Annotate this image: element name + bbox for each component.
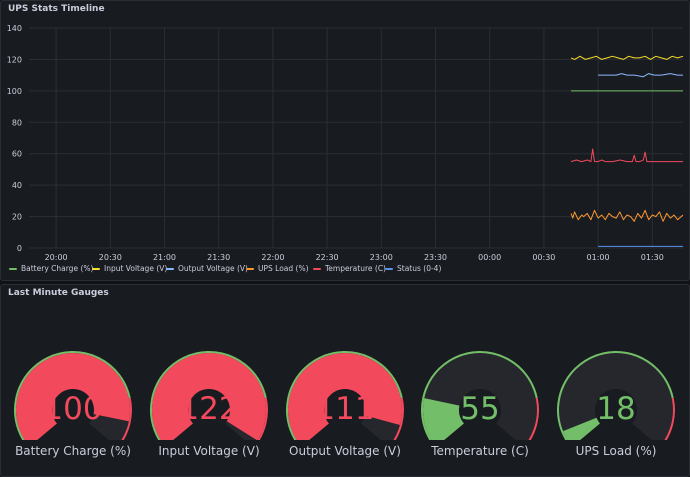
gauge-fill — [423, 398, 465, 447]
y-tick-label: 20 — [12, 213, 22, 222]
series-line-1[interactable] — [570, 55, 684, 60]
timeline-panel-title[interactable]: UPS Stats Timeline — [8, 4, 105, 14]
gauge-battery-charge[interactable]: 100 Battery Charge (%) — [9, 330, 137, 470]
legend-item[interactable]: Temperature (C) — [313, 264, 386, 273]
gauge-input-voltage[interactable]: 122 Input Voltage (V) — [145, 330, 273, 470]
gauge-value: 55 — [460, 391, 500, 427]
gauge-ups-load[interactable]: 18 UPS Load (%) — [552, 330, 680, 470]
gauge-label: Temperature (C) — [431, 444, 529, 458]
legend-swatch — [385, 267, 393, 270]
legend-label: Temperature (C) — [325, 264, 386, 273]
legend-swatch — [246, 267, 254, 270]
legend-label: Status (0-4) — [397, 264, 442, 273]
legend-swatch — [166, 267, 174, 270]
legend-label: Battery Charge (%) — [21, 264, 94, 273]
y-tick-label: 140 — [7, 24, 22, 33]
gauge-label: Output Voltage (V) — [289, 444, 401, 458]
gauge-fill — [288, 353, 402, 447]
x-tick-label: 22:30 — [316, 253, 339, 262]
gauge-arc — [557, 351, 675, 448]
legend-swatch — [313, 267, 321, 270]
legend-swatch — [9, 267, 17, 270]
y-tick-label: 0 — [17, 244, 22, 253]
gauge-fill — [152, 353, 266, 447]
gauge-arc — [286, 351, 404, 448]
legend-item[interactable]: UPS Load (%) — [246, 264, 309, 273]
y-tick-label: 80 — [12, 118, 22, 127]
x-tick-label: 21:00 — [153, 253, 176, 262]
y-tick-label: 120 — [7, 55, 22, 64]
x-tick-label: 20:30 — [99, 253, 122, 262]
gauge-fill — [16, 353, 130, 447]
gauge-track — [559, 353, 673, 447]
timeline-panel: UPS Stats Timeline — [0, 0, 690, 281]
legend-label: Input Voltage (V) — [104, 264, 168, 273]
gauges-panel-title[interactable]: Last Minute Gauges — [8, 288, 109, 298]
series-line-3[interactable] — [570, 209, 684, 222]
gauge-output-voltage[interactable]: 111 Output Voltage (V) — [281, 330, 409, 470]
gauge-value: 100 — [43, 391, 103, 427]
x-tick-label: 00:00 — [478, 253, 501, 262]
x-tick-label: 00:30 — [532, 253, 555, 262]
x-tick-label: 23:00 — [370, 253, 393, 262]
y-tick-label: 40 — [12, 181, 22, 190]
gauge-label: Battery Charge (%) — [15, 444, 131, 458]
legend-item[interactable]: Battery Charge (%) — [9, 264, 93, 273]
x-tick-label: 20:00 — [45, 253, 68, 262]
gauge-value: 18 — [596, 391, 636, 427]
legend-item[interactable]: Output Voltage (V) — [166, 264, 248, 273]
gauge-fill — [563, 417, 601, 447]
gauge-label: UPS Load (%) — [575, 444, 657, 458]
legend-swatch — [92, 267, 100, 270]
legend-label: Output Voltage (V) — [178, 264, 248, 273]
y-tick-label: 100 — [7, 87, 22, 96]
gauge-arc — [14, 351, 132, 448]
y-tick-label: 60 — [12, 150, 22, 159]
gauge-temperature[interactable]: 55 Temperature (C) — [416, 330, 544, 470]
gauge-value: 122 — [179, 391, 239, 427]
series-line-4[interactable] — [570, 148, 683, 163]
legend-label: UPS Load (%) — [258, 264, 309, 273]
timeline-chart[interactable]: 0 20 40 60 80 100 120 140 20:00 20:30 21:00 21:30 22… — [0, 0, 690, 281]
x-tick-label: 21:30 — [207, 253, 230, 262]
x-tick-label: 23:30 — [424, 253, 447, 262]
legend-item[interactable]: Status (0-4) — [385, 264, 441, 273]
gauge-value: 111 — [315, 391, 375, 427]
x-tick-label: 01:30 — [641, 253, 664, 262]
x-tick-label: 22:00 — [261, 253, 284, 262]
legend-item[interactable]: Input Voltage (V) — [92, 264, 167, 273]
series-line-2[interactable] — [598, 73, 683, 78]
x-tick-label: 01:00 — [587, 253, 610, 262]
gauge-label: Input Voltage (V) — [158, 444, 260, 458]
